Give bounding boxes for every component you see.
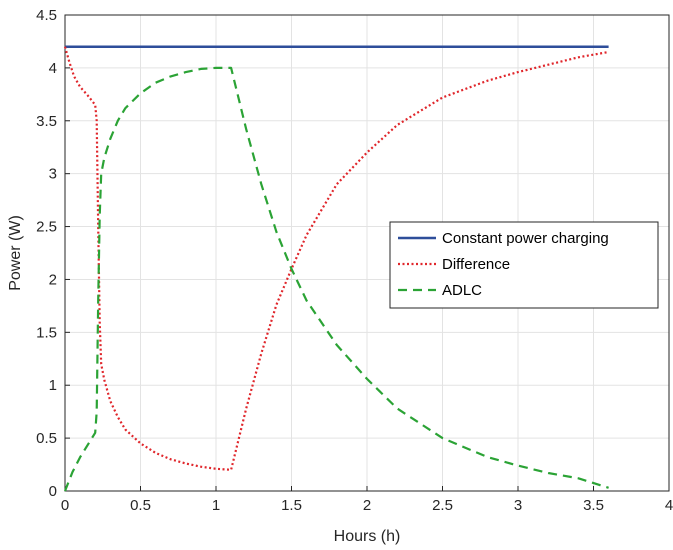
y-axis-label: Power (W): [7, 215, 24, 291]
axis-ticks: 0 0.5 1 1.5 2 2.5 3 3.5 4 0 0.5 1 1.5 2 2.5 3 3.5 4 4.5: [36, 7, 673, 514]
y-tick-label: 4: [49, 60, 57, 77]
y-tick-label: 3: [49, 166, 57, 183]
y-tick-label: 1.5: [36, 324, 57, 341]
y-tick-label: 1: [49, 377, 57, 394]
x-tick-label: 2.5: [432, 497, 453, 514]
y-tick-label: 0.5: [36, 430, 57, 447]
y-tick-label: 0: [49, 483, 57, 500]
y-tick-label: 4.5: [36, 7, 57, 24]
x-tick-label: 3: [514, 497, 522, 514]
y-tick-label: 2: [49, 271, 57, 288]
x-tick-label: 4: [665, 497, 673, 514]
series-line-3: [63, 66, 609, 492]
x-tick-label: 1: [212, 497, 220, 514]
x-tick-label: 0.5: [130, 497, 151, 514]
x-tick-label: 3.5: [583, 497, 604, 514]
y-tick-label: 3.5: [36, 113, 57, 130]
x-axis-label: Hours (h): [334, 528, 401, 545]
legend-label: Constant power charging: [442, 230, 609, 247]
x-tick-label: 2: [363, 497, 371, 514]
legend-label: ADLC: [442, 282, 482, 299]
series-lines: [63, 45, 609, 492]
legend-label: Difference: [442, 256, 510, 273]
series-line-2: [63, 46, 609, 471]
x-tick-label: 1.5: [281, 497, 302, 514]
y-tick-label: 2.5: [36, 219, 57, 236]
legend: Constant power charging Difference ADLC: [389, 221, 659, 309]
x-tick-label: 0: [61, 497, 69, 514]
